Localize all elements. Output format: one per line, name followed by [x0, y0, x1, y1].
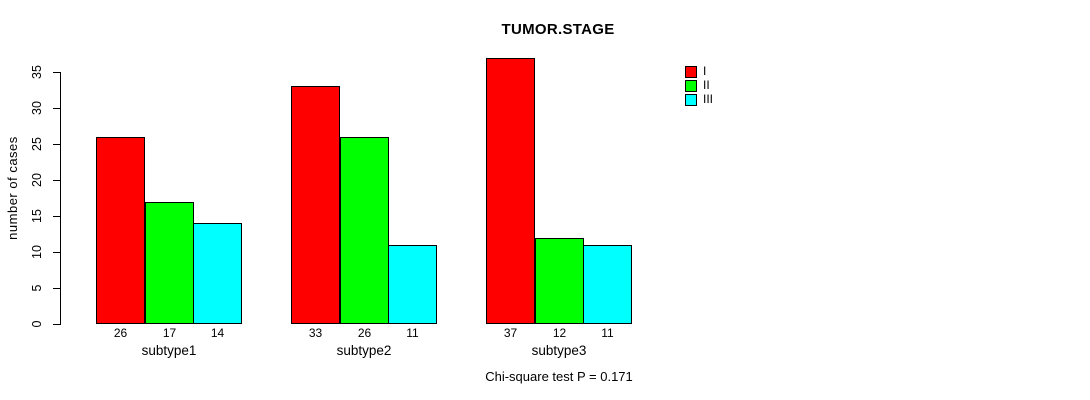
bar-value-label: 26 — [113, 326, 128, 340]
bar-subtype1-I — [96, 137, 145, 324]
y-tick — [53, 288, 61, 289]
chart-title: TUMOR.STAGE — [501, 21, 615, 38]
y-tick — [53, 108, 61, 109]
y-tick — [53, 180, 61, 181]
bar-subtype2-III — [388, 245, 437, 324]
bar-subtype3-II — [535, 238, 584, 324]
caption: Chi-square test P = 0.171 — [485, 369, 633, 384]
category-label: subtype1 — [141, 343, 197, 358]
y-tick — [53, 252, 61, 253]
bar-subtype3-I — [486, 58, 535, 324]
bar-value-label: 26 — [357, 326, 372, 340]
bar-subtype2-I — [291, 86, 340, 324]
legend-swatch-II — [685, 79, 697, 92]
legend: I II III — [685, 65, 713, 107]
bar-subtype1-II — [145, 202, 194, 324]
bar-value-label: 11 — [601, 326, 614, 340]
bar-value-label: 17 — [162, 326, 177, 340]
y-tick-label: 15 — [30, 209, 44, 223]
legend-item-III: III — [685, 93, 713, 106]
legend-label: III — [703, 92, 714, 106]
y-tick-label: 35 — [30, 65, 44, 79]
bar-subtype3-III — [583, 245, 632, 324]
legend-swatch-I — [685, 65, 697, 78]
legend-item-II: II — [685, 79, 713, 92]
y-tick-label: 10 — [30, 245, 44, 259]
y-axis-line — [60, 72, 61, 325]
y-tick-label: 20 — [30, 173, 44, 187]
legend-label: I — [703, 64, 707, 78]
bar-value-label: 14 — [210, 326, 225, 340]
y-tick-label: 0 — [30, 320, 44, 328]
legend-item-I: I — [685, 65, 713, 78]
y-tick — [53, 324, 61, 325]
y-tick-label: 5 — [30, 284, 44, 292]
y-tick — [53, 144, 61, 145]
y-tick-label: 25 — [30, 137, 44, 151]
bar-value-label: 33 — [308, 326, 323, 340]
bar-value-label: 12 — [552, 326, 567, 340]
category-label: subtype3 — [531, 343, 587, 358]
y-tick-label: 30 — [30, 101, 44, 115]
y-tick — [53, 216, 61, 217]
y-tick — [53, 72, 61, 73]
legend-label: II — [703, 78, 710, 92]
bar-value-label: 11 — [406, 326, 419, 340]
bar-subtype1-III — [193, 223, 242, 324]
bar-value-label: 37 — [503, 326, 518, 340]
bar-subtype2-II — [340, 137, 389, 324]
category-label: subtype2 — [336, 343, 392, 358]
legend-swatch-III — [685, 93, 697, 106]
